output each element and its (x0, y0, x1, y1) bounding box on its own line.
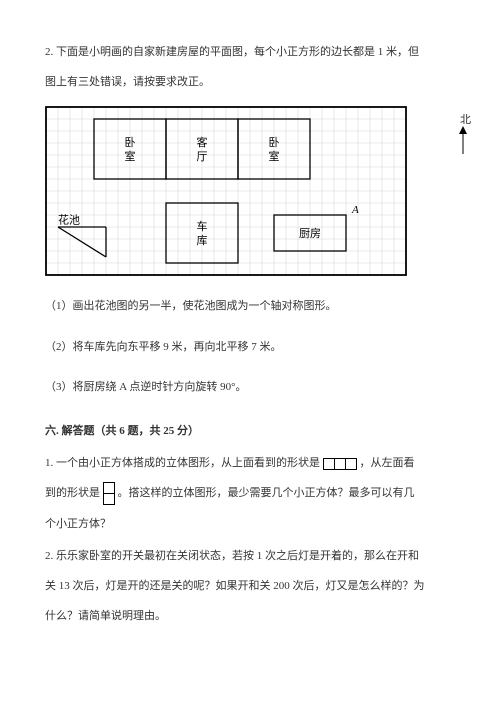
q2-sub3: （3）将厨房绕 A 点逆时针方向旋转 90°。 (45, 375, 455, 399)
sec6-q1-a: 1. 一个由小正方体搭成的立体图形，从上面看到的形状是 (45, 457, 320, 469)
svg-text:A: A (351, 204, 359, 216)
left-view-shape-icon (103, 482, 115, 505)
section6-title: 六. 解答题（共 6 题，共 25 分） (45, 419, 455, 443)
svg-text:卧: 卧 (269, 136, 280, 149)
q2-intro-line2: 图上有三处错误，请按要求改正。 (45, 70, 455, 94)
q2-sub2: （2）将车库先向东平移 9 米，再向北平移 7 米。 (45, 335, 455, 359)
sec6-q2-line3: 什么？请简单说明理由。 (45, 604, 455, 628)
sec6-q1-c: 到的形状是 (45, 487, 100, 499)
sec6-q1-line1: 1. 一个由小正方体搭成的立体图形，从上面看到的形状是 ，从左面看 (45, 451, 455, 475)
svg-text:库: 库 (197, 234, 208, 247)
sec6-q1-d: 。搭这样的立体图形，最少需要几个小正方体？最多可以有几 (118, 487, 415, 499)
sec6-q1-b: ，从左面看 (360, 457, 415, 469)
sec6-q2-line2: 关 13 次后，灯是开的还是关的呢？如果开和关 200 次后，灯又是怎么样的？为 (45, 574, 455, 598)
svg-text:厨房: 厨房 (299, 227, 321, 240)
svg-text:室: 室 (269, 149, 280, 163)
svg-text:厅: 厅 (197, 151, 208, 163)
svg-text:客: 客 (197, 135, 208, 149)
sec6-q1-line2: 到的形状是 。搭这样的立体图形，最少需要几个小正方体？最多可以有几 (45, 481, 455, 505)
q2-intro-line1: 2. 下面是小明画的自家新建房屋的平面图，每个小正方形的边长都是 1 米，但 (45, 40, 455, 64)
q2-sub1: （1）画出花池图的另一半，使花池图成为一个轴对称图形。 (45, 294, 455, 318)
svg-text:卧: 卧 (125, 136, 136, 149)
svg-text:花池: 花池 (58, 214, 80, 227)
floorplan-diagram: 北 卧室客厅卧室车库厨房A花池 (45, 106, 455, 276)
svg-text:室: 室 (125, 149, 136, 163)
svg-text:车: 车 (197, 219, 208, 233)
north-arrow-icon (458, 126, 468, 156)
sec6-q1-line3: 个小正方体？ (45, 512, 455, 536)
top-view-shape-icon (323, 458, 357, 470)
sec6-q2-line1: 2. 乐乐家卧室的开关最初在关闭状态，若按 1 次之后灯是开着的，那么在开和 (45, 544, 455, 568)
